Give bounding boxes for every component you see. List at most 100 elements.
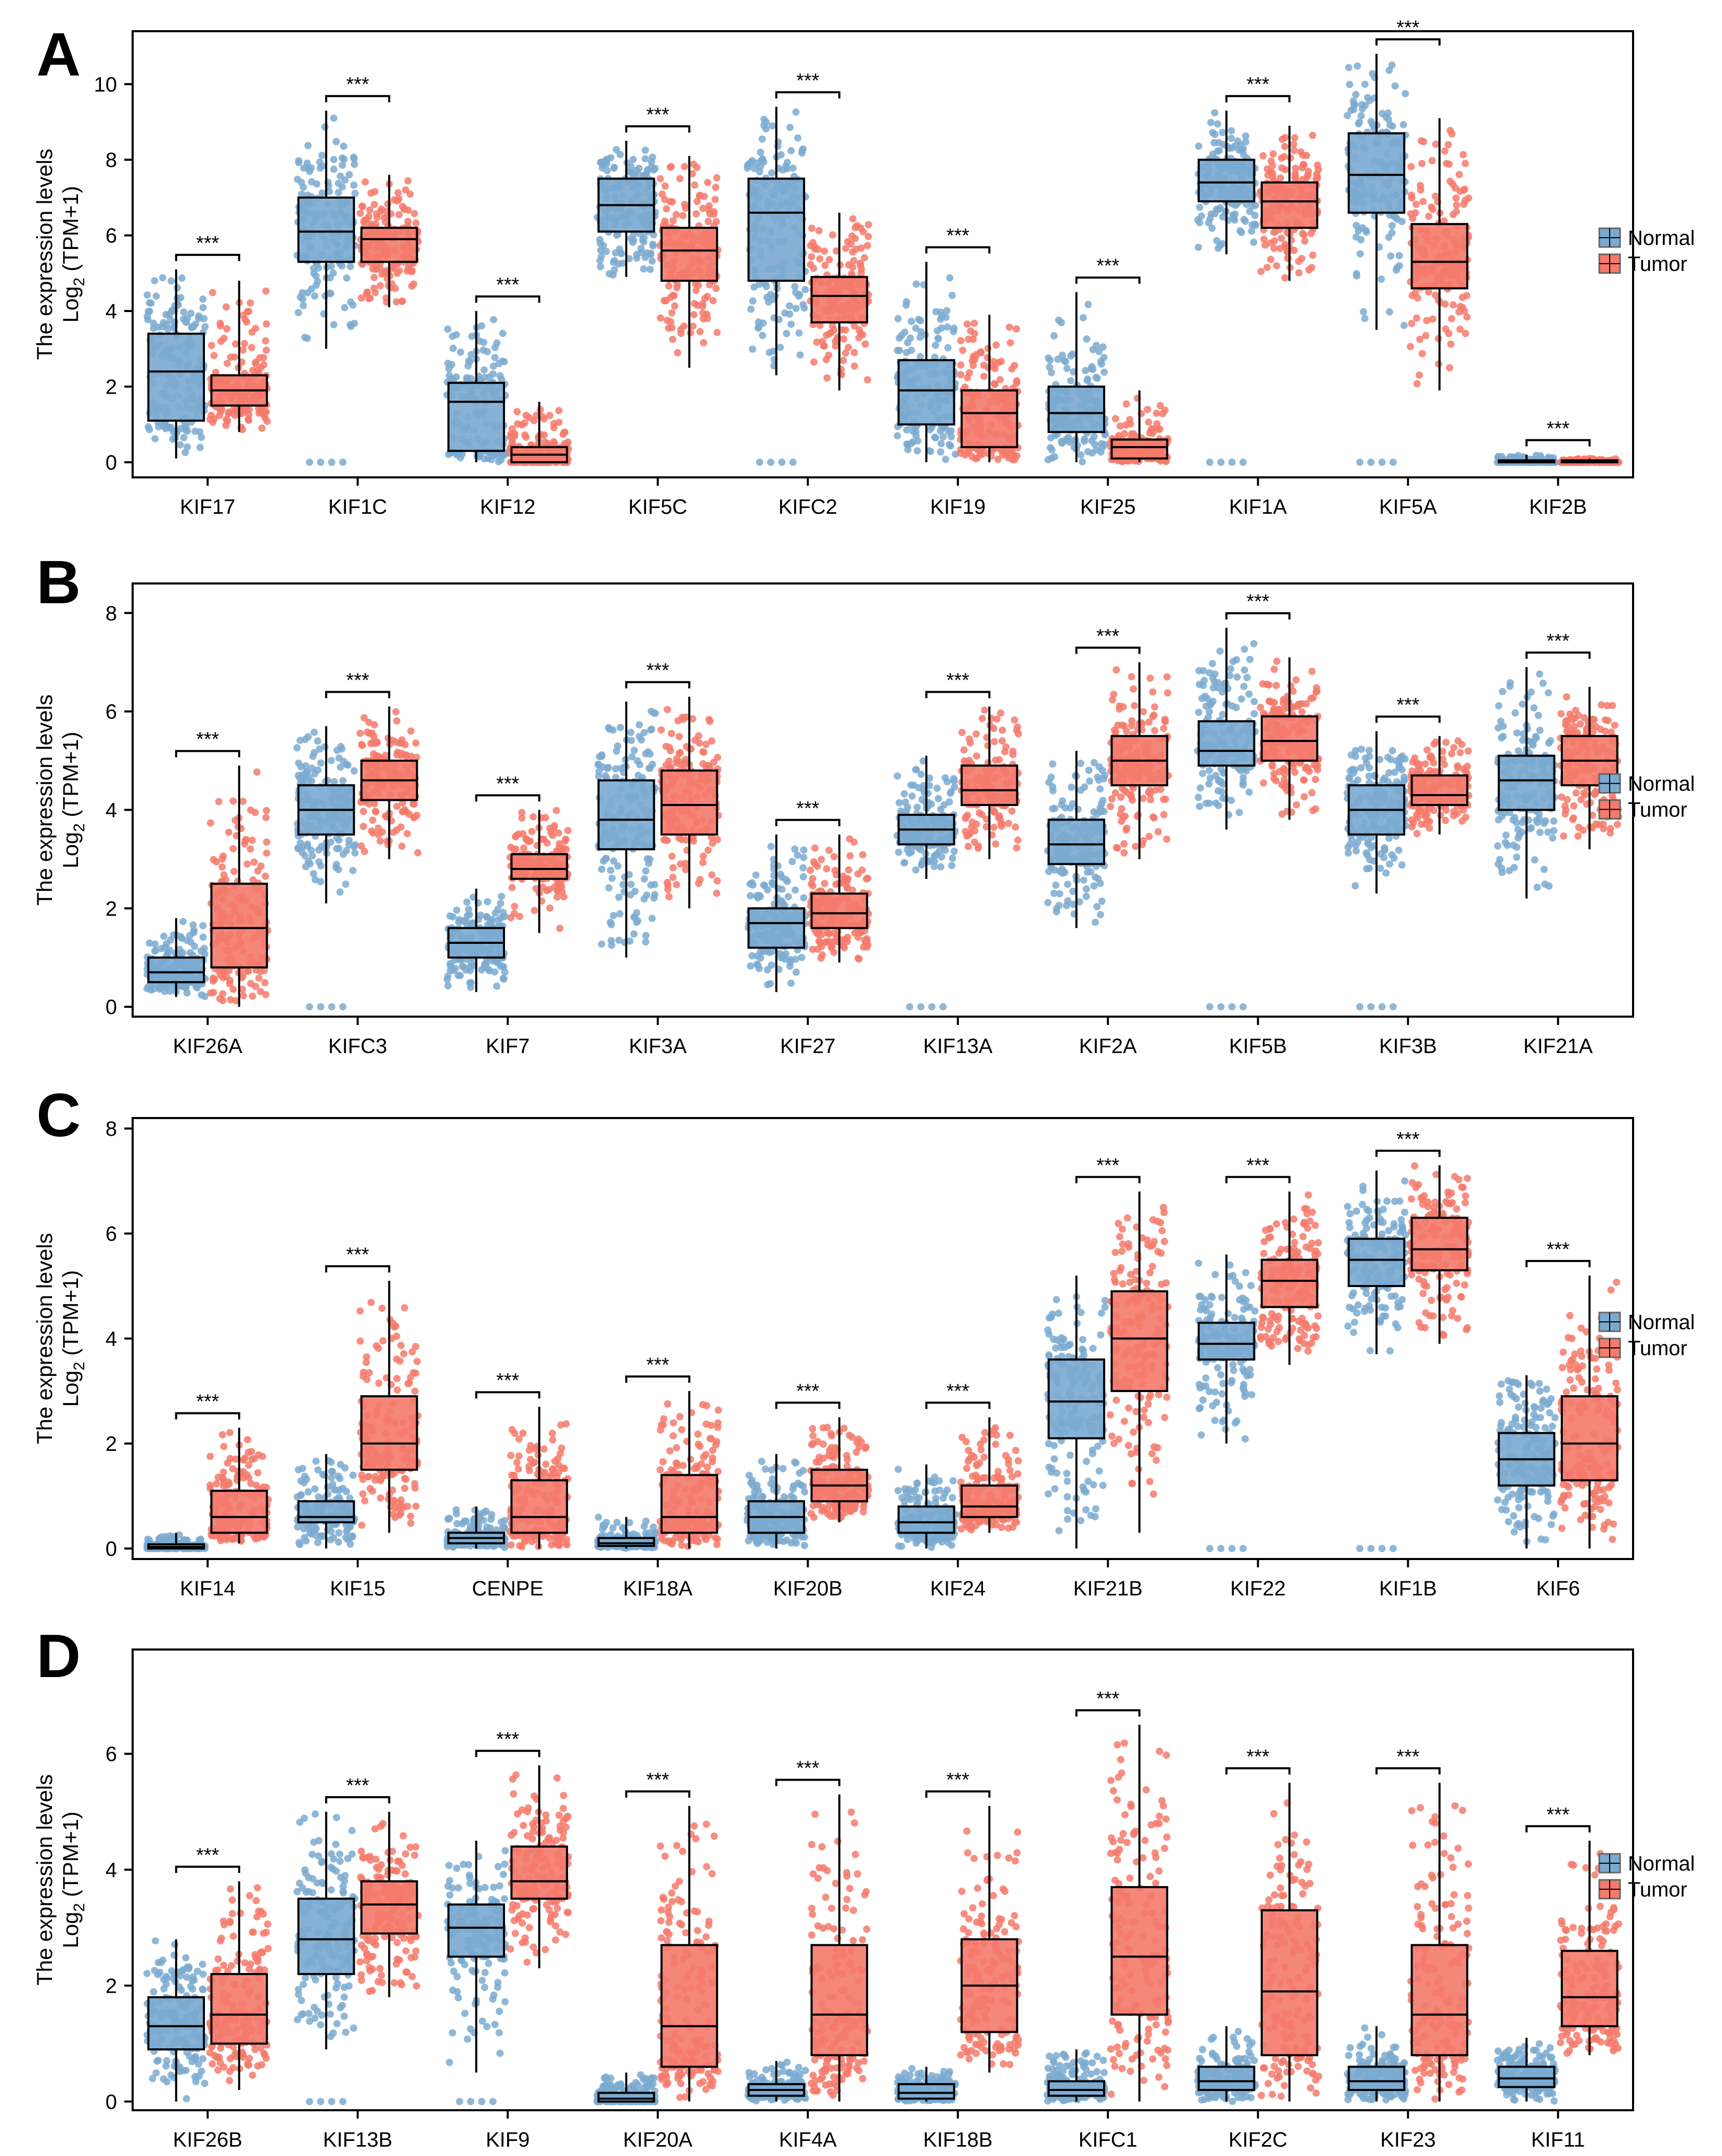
data-point [480, 339, 488, 346]
data-point [146, 426, 153, 434]
data-point [314, 737, 321, 745]
data-point [247, 299, 254, 307]
data-point [970, 319, 978, 327]
data-point [412, 219, 420, 227]
data-point [398, 297, 406, 305]
data-point [1407, 163, 1415, 171]
box [1197, 159, 1255, 203]
data-point [217, 408, 225, 415]
data-point [1057, 319, 1065, 327]
outlier-point [1206, 458, 1214, 466]
data-point [598, 865, 605, 873]
data-point [160, 932, 167, 940]
data-point [372, 808, 380, 815]
data-point [950, 324, 958, 332]
data-point [1307, 229, 1315, 237]
data-point [1446, 364, 1454, 372]
data-point [511, 903, 519, 911]
data-point [794, 134, 801, 142]
tumor-series-KIF19 [956, 315, 1022, 463]
data-point [1290, 140, 1298, 148]
data-point [239, 346, 247, 354]
outlier-point [306, 1003, 314, 1011]
tumor-series-KIF1A [1257, 125, 1323, 282]
data-point [370, 274, 378, 281]
data-point [302, 768, 310, 776]
data-point [1361, 315, 1369, 322]
data-point [309, 752, 317, 760]
data-point [300, 184, 307, 191]
data-point [196, 444, 204, 451]
data-point [957, 337, 965, 345]
y-label-sub: 2 [71, 278, 88, 287]
data-point [367, 189, 375, 197]
outlier-point [317, 1003, 325, 1011]
data-point [1270, 150, 1277, 158]
data-point [1278, 164, 1286, 172]
data-point [200, 315, 208, 322]
data-point [1251, 212, 1259, 219]
data-point [1346, 81, 1353, 88]
data-point [412, 739, 420, 747]
legend-label-tumor: Tumor [1628, 253, 1687, 276]
data-point [1360, 308, 1367, 316]
data-point [151, 947, 159, 955]
data-point [449, 344, 457, 352]
data-point [756, 168, 763, 176]
data-point [1309, 251, 1317, 259]
data-point [665, 282, 672, 290]
y-label-log: Log [58, 832, 83, 868]
data-point [164, 326, 172, 333]
data-point [857, 330, 864, 337]
data-point [403, 751, 410, 759]
data-point [1241, 217, 1249, 225]
data-point [544, 439, 552, 447]
data-point [487, 456, 495, 463]
data-point [641, 875, 648, 883]
data-point [1208, 224, 1216, 232]
data-point [841, 326, 849, 334]
data-point [840, 335, 848, 343]
data-point [525, 414, 533, 422]
data-point [957, 361, 965, 369]
data-point [1145, 418, 1153, 426]
data-point [713, 329, 721, 336]
data-point [262, 337, 269, 345]
data-point [992, 341, 1000, 349]
data-point [480, 346, 487, 354]
data-point [556, 925, 564, 932]
data-point [332, 138, 340, 146]
data-point [912, 432, 920, 440]
data-point [863, 242, 871, 250]
x-tick-label: KIF2B [1529, 496, 1587, 518]
data-point [1418, 160, 1426, 167]
data-point [360, 848, 368, 855]
data-point [668, 309, 676, 317]
data-point [408, 268, 416, 276]
data-point [786, 124, 794, 132]
data-point [830, 326, 838, 334]
data-point [393, 751, 401, 759]
data-point [166, 310, 174, 318]
data-point [351, 841, 359, 849]
data-point [822, 356, 830, 363]
data-point [787, 320, 795, 328]
data-point [1425, 212, 1432, 220]
data-point [404, 177, 412, 185]
tumor-series-KIF12 [507, 401, 572, 466]
data-point [808, 253, 815, 261]
data-point [488, 915, 496, 923]
data-point [1050, 332, 1058, 340]
data-point [610, 912, 617, 919]
data-point [351, 320, 358, 327]
data-point [552, 807, 560, 814]
x-tick-label: KIF19 [930, 496, 986, 518]
data-point [934, 327, 941, 334]
box [1047, 385, 1106, 433]
data-point [483, 959, 490, 967]
data-point [248, 328, 256, 336]
data-point [1111, 415, 1119, 423]
data-point [1358, 105, 1366, 113]
data-point [948, 292, 956, 299]
data-point [907, 334, 914, 342]
